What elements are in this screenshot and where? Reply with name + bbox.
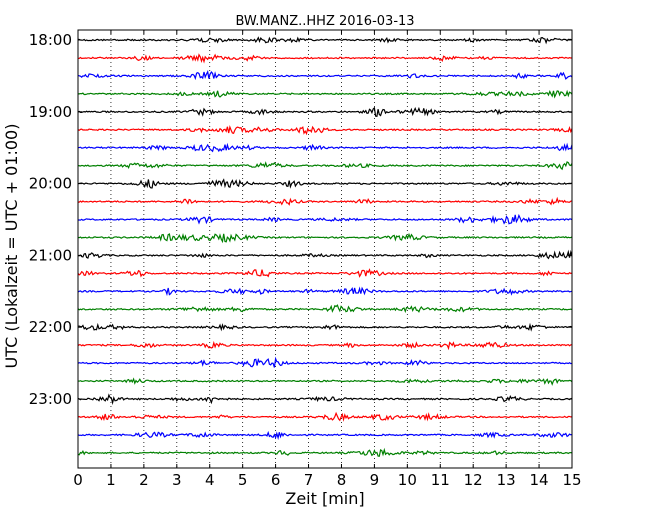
trace-18:45: [78, 89, 573, 99]
y-axis-ticks: 18:00 19:00 20:00 21:00 22:00 23:00: [29, 31, 572, 408]
y-tick-label: 18:00: [29, 31, 72, 49]
y-tick-label: 23:00: [29, 390, 72, 408]
trace-23:30: [77, 430, 573, 441]
x-tick-label: 12: [464, 471, 483, 489]
x-tick-label: 10: [398, 471, 417, 489]
trace-21:15: [77, 268, 573, 278]
trace-19:00: [77, 106, 573, 118]
trace-22:30: [77, 356, 573, 368]
trace-19:30: [77, 142, 573, 153]
trace-18:30: [77, 70, 573, 81]
trace-20:45: [77, 232, 573, 244]
x-tick-label: 0: [73, 471, 83, 489]
x-tick-label: 9: [370, 471, 380, 489]
chart-title: BW.MANZ..HHZ 2016-03-13: [235, 14, 414, 29]
x-tick-label: 6: [271, 471, 281, 489]
trace-21:45: [77, 304, 573, 314]
y-tick-label: 19:00: [29, 103, 72, 121]
y-tick-label: 22:00: [29, 318, 72, 336]
trace-18:00: [77, 36, 573, 45]
x-tick-label: 14: [530, 471, 549, 489]
x-tick-label: 13: [497, 471, 516, 489]
x-tick-label: 1: [106, 471, 116, 489]
x-tick-label: 2: [139, 471, 149, 489]
y-axis-label: UTC (Lokalzeit = UTC + 01:00): [2, 124, 21, 369]
trace-23:45: [77, 447, 573, 457]
trace-22:15: [77, 340, 573, 351]
trace-18:15: [77, 53, 573, 64]
x-tick-label: 15: [562, 471, 581, 489]
trace-22:45: [77, 377, 573, 386]
trace-23:15: [77, 411, 573, 422]
x-axis-ticks: 0 1 2 3 4 5 6 7 8 9 10 11 12 13 14 15: [73, 30, 582, 489]
x-tick-label: 11: [431, 471, 450, 489]
trace-21:30: [77, 286, 573, 297]
x-tick-label: 4: [205, 471, 215, 489]
trace-22:00: [77, 322, 573, 332]
y-tick-label: 20:00: [29, 175, 72, 193]
trace-20:00: [77, 178, 573, 189]
x-axis-label: Zeit [min]: [285, 489, 364, 508]
trace-21:00: [77, 249, 573, 260]
x-tick-label: 7: [304, 471, 314, 489]
y-tick-label: 21:00: [29, 246, 72, 264]
x-tick-label: 8: [337, 471, 347, 489]
x-tick-label: 3: [172, 471, 182, 489]
trace-20:30: [77, 213, 573, 225]
trace-19:45: [77, 161, 573, 171]
plot-frame: [77, 29, 573, 469]
trace-group: [77, 36, 573, 457]
trace-19:15: [77, 125, 573, 136]
trace-20:15: [77, 196, 573, 206]
x-tick-label: 5: [238, 471, 248, 489]
trace-23:00: [77, 393, 573, 406]
